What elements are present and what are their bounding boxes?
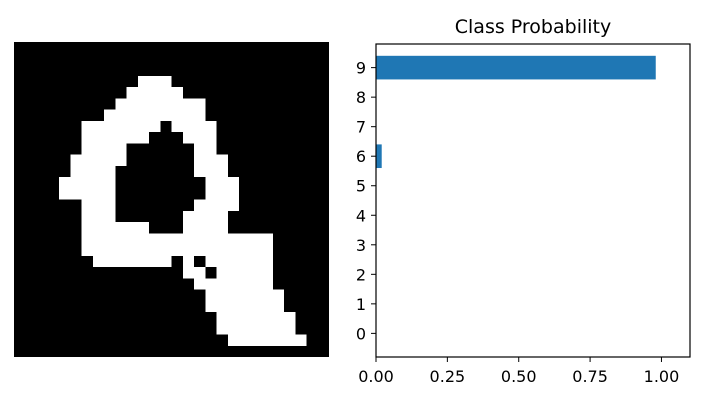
x-tick-label: 0.25: [430, 367, 466, 386]
digit-pixel-run: [182, 210, 228, 222]
digit-pixel-run: [59, 188, 116, 200]
digit-pixel-run: [194, 199, 239, 211]
digit-pixel-run: [205, 177, 239, 189]
bar-9: [376, 55, 656, 80]
y-tick-label: 9: [356, 59, 366, 78]
digit-pixel-run: [81, 210, 116, 222]
x-tick-label: 0.50: [501, 367, 537, 386]
digit-pixel-run: [182, 222, 228, 234]
digit-pixel-run: [104, 109, 206, 121]
y-tick-label: 6: [356, 147, 366, 166]
digit-pixel-run: [92, 255, 172, 267]
axes-frame: [375, 43, 691, 358]
digit-pixel-run: [137, 75, 172, 87]
digit-pixel-run: [81, 132, 149, 144]
digit-pixel-run: [194, 165, 228, 177]
digit-pixel-run: [194, 154, 228, 166]
x-tick-label: 0.00: [358, 367, 394, 386]
y-axis-ticks: 0 1 2 3 4 5 6 7 8 9: [356, 59, 376, 343]
digit-pixel-run: [126, 87, 183, 99]
y-tick-label: 7: [356, 118, 366, 137]
bars-group: [376, 55, 656, 169]
y-tick-label: 8: [356, 88, 366, 107]
digit-pixel-run: [194, 278, 273, 290]
digit-pixel-run: [216, 312, 296, 324]
digit-pixel-run: [81, 222, 149, 234]
digit-pixel-run: [70, 165, 116, 177]
digit-pixel-run: [70, 154, 127, 166]
digit-pixel-run: [81, 233, 273, 245]
y-tick-label: 3: [356, 236, 366, 255]
digit-pixel-run: [182, 132, 217, 144]
y-tick-label: 4: [356, 206, 366, 225]
digit-pixel-run: [59, 177, 116, 189]
digit-pixel-run: [81, 244, 273, 256]
y-tick-label: 1: [356, 295, 366, 314]
digit-image-panel: [14, 42, 329, 357]
x-tick-label: 0.75: [572, 367, 608, 386]
digit-pixel-run: [216, 267, 273, 279]
digit-pixel-run: [182, 267, 206, 279]
y-tick-label: 2: [356, 265, 366, 284]
digit-pixel-run: [205, 289, 284, 301]
digit-pixel-run: [205, 188, 239, 200]
digit-pixel-run: [81, 120, 161, 132]
digit-pixel-run: [194, 143, 217, 155]
y-tick-label: 0: [356, 324, 366, 343]
digit-pixel-run: [81, 143, 127, 155]
digit-pixel-run: [81, 199, 116, 211]
digit-pixel-run: [216, 323, 296, 335]
digit-image: [59, 75, 307, 346]
digit-pixel-run: [205, 255, 273, 267]
digit-pixel-run: [205, 300, 284, 312]
y-tick-label: 5: [356, 177, 366, 196]
digit-pixel-run: [115, 98, 206, 110]
digit-pixel-run: [227, 334, 307, 346]
bar-6: [376, 144, 382, 169]
chart-title: Class Probability: [455, 16, 611, 38]
digit-pixel-run: [171, 120, 217, 132]
x-tick-label: 1.00: [644, 367, 680, 386]
x-axis-ticks: 0.00 0.25 0.50 0.75 1.00: [358, 357, 679, 386]
digit-pixel-run: [182, 255, 194, 267]
